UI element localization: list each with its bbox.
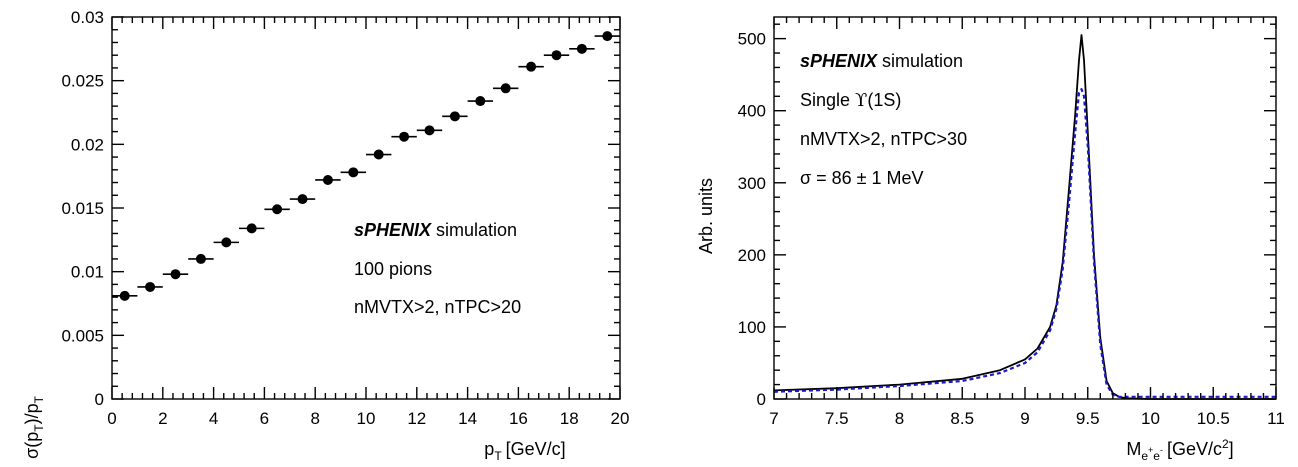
resolution-y-tick-label: 0.03 [71, 8, 104, 27]
resolution-x-axis-label: pT [GeV/c] [484, 439, 565, 463]
mass-y-tick-labels: 0 100 200 300 400 500 [738, 30, 766, 409]
mass-x-tick-label: 10.5 [1197, 409, 1230, 428]
resolution-x-tick-label: 12 [407, 409, 426, 428]
resolution-x-tick-label: 16 [509, 409, 528, 428]
mass-x-tick-label: 9 [1020, 409, 1029, 428]
resolution-x-tick-label: 0 [107, 409, 116, 428]
resolution-point [145, 281, 156, 292]
resolution-x-tick-label: 14 [458, 409, 477, 428]
resolution-point [272, 204, 283, 215]
mass-annotation-cuts: nMVTX>2, nTPC>30 [800, 129, 967, 149]
resolution-point [297, 194, 308, 205]
mass-y-tick-label: 100 [738, 318, 766, 337]
mass-x-tick-label: 8 [895, 409, 904, 428]
resolution-x-tick-labels: 0 2 4 6 8 10 12 14 16 18 20 [107, 409, 629, 428]
mass-fit-line [773, 88, 1276, 398]
resolution-y-tick-label: 0.02 [71, 135, 104, 154]
mass-histogram-line [773, 34, 1276, 400]
mass-y-tick-label: 500 [738, 30, 766, 49]
mass-chart: 7 7.5 8 8.5 9 9.5 10 10.5 11 0 100 200 300 400 500 Me… [696, 16, 1285, 463]
resolution-point [119, 290, 130, 301]
resolution-point [526, 61, 537, 72]
mass-x-axis-label: Me+e- [GeV/c2] [1126, 437, 1233, 463]
mass-x-tick-label: 11 [1267, 409, 1285, 428]
mass-axis-ticks [773, 17, 1277, 400]
resolution-point [322, 174, 333, 185]
resolution-x-tick-label: 10 [357, 409, 376, 428]
resolution-point [602, 31, 613, 42]
mass-x-tick-label: 7.5 [825, 409, 849, 428]
resolution-annotation-sample: 100 pions [354, 259, 432, 279]
resolution-annotation-brand: sPHENIX simulation [354, 220, 517, 240]
resolution-point [424, 125, 435, 136]
mass-series [773, 34, 1276, 400]
resolution-x-tick-label: 8 [310, 409, 319, 428]
mass-annotation-brand: sPHENIX simulation [800, 51, 963, 71]
resolution-chart: 0 2 4 6 8 10 12 14 16 18 20 0 0.005 0.01 0.015 0.02 0.0… [22, 8, 629, 463]
resolution-y-axis-label: σ(pT)/pT [22, 395, 46, 458]
resolution-point [348, 167, 359, 178]
mass-annotation-width: σ = 86 ± 1 MeV [800, 168, 924, 188]
resolution-point [475, 96, 486, 107]
mass-x-tick-label: 7 [769, 409, 778, 428]
mass-x-tick-label: 8.5 [950, 409, 974, 428]
resolution-y-tick-labels: 0 0.005 0.01 0.015 0.02 0.025 0.03 [61, 8, 104, 409]
mass-y-axis-label: Arb. units [696, 178, 716, 254]
resolution-y-tick-label: 0.005 [61, 326, 104, 345]
mass-x-tick-labels: 7 7.5 8 8.5 9 9.5 10 10.5 11 [769, 409, 1285, 428]
resolution-point [551, 50, 562, 61]
resolution-point [170, 269, 181, 280]
resolution-y-tick-label: 0.015 [61, 199, 104, 218]
resolution-annotation-cuts: nMVTX>2, nTPC>20 [354, 297, 521, 317]
resolution-markers [112, 31, 620, 301]
resolution-plot-frame [111, 16, 621, 400]
resolution-point [195, 253, 206, 264]
resolution-y-tick-label: 0.01 [71, 263, 104, 282]
mass-y-tick-label: 0 [757, 390, 766, 409]
resolution-point [449, 111, 460, 122]
resolution-x-tick-label: 2 [158, 409, 167, 428]
resolution-y-tick-label: 0 [95, 390, 104, 409]
resolution-point [500, 83, 511, 94]
resolution-point [221, 237, 232, 248]
mass-plot-frame [773, 16, 1277, 400]
resolution-point [576, 43, 587, 54]
mass-y-tick-label: 200 [738, 246, 766, 265]
resolution-x-tick-label: 18 [560, 409, 579, 428]
mass-y-tick-label: 400 [738, 102, 766, 121]
resolution-axis-ticks [111, 16, 621, 400]
mass-x-tick-label: 9.5 [1076, 409, 1100, 428]
mass-y-tick-label: 300 [738, 174, 766, 193]
mass-x-tick-label: 10 [1141, 409, 1160, 428]
resolution-point [373, 149, 384, 160]
mass-annotation-particle: Single ϒ(1S) [800, 90, 901, 111]
resolution-x-tick-label: 6 [260, 409, 269, 428]
resolution-x-tick-label: 4 [209, 409, 218, 428]
resolution-y-tick-label: 0.025 [61, 72, 104, 91]
resolution-point [246, 223, 257, 234]
resolution-point [399, 131, 410, 142]
resolution-x-tick-label: 20 [611, 409, 630, 428]
